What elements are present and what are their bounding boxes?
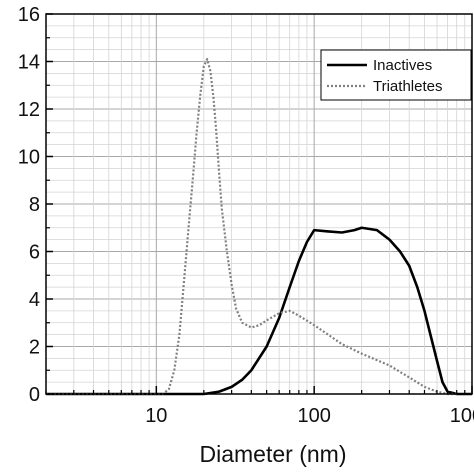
y-tick-label: 12 [18, 99, 40, 121]
series-lines [46, 58, 472, 396]
y-tick-label: 6 [29, 242, 40, 264]
legend: Inactives Triathletes [320, 49, 472, 101]
axis-ticks: 0 2 4 6 8 10 12 14 16 10 100 1000 [18, 4, 474, 427]
y-tick-label: 0 [29, 384, 40, 406]
series-line-inactives [46, 226, 472, 396]
y-tick-label: 2 [29, 337, 40, 359]
legend-label-inactives: Inactives [373, 57, 432, 74]
y-tick-label: 8 [29, 194, 40, 216]
grid [45, 13, 473, 395]
y-tick-label: 16 [18, 4, 40, 26]
legend-box [320, 49, 472, 101]
x-tick-label: 100 [297, 405, 330, 427]
y-tick-label: 14 [18, 52, 40, 74]
series-line-triathletes [46, 58, 457, 396]
legend-label-triathletes: Triathletes [373, 78, 442, 95]
x-tick-label: 10 [145, 405, 167, 427]
y-tick-label: 10 [18, 147, 40, 169]
y-tick-label: 4 [29, 289, 40, 311]
x-tick-label: 1000 [450, 405, 474, 427]
x-axis-title: Diameter (nm) [200, 441, 347, 467]
